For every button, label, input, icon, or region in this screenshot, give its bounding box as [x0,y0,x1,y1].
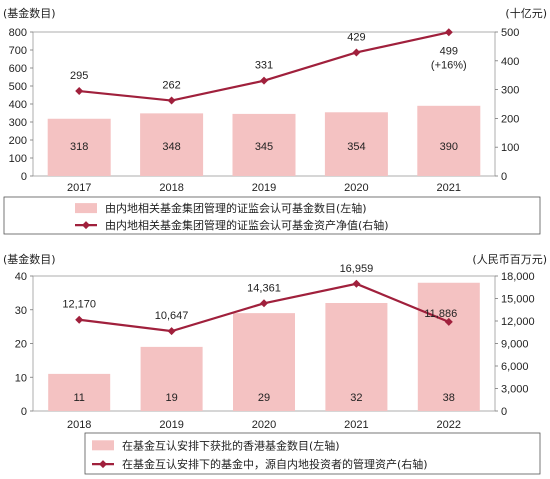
chart1-left-tick-label: 700 [9,45,27,57]
chart2-line-point [260,299,268,308]
chart2-legend-bar-swatch [92,440,114,451]
chart2-bar-value-label: 11 [73,392,84,404]
chart2-right-tick-label: 6,000 [501,361,529,373]
chart2-x-tick-label: 2021 [344,419,368,431]
chart1-right-tick-label: 0 [501,171,507,183]
chart1-bar [47,118,111,176]
chart1-legend-line-label: 由内地相关基金集团管理的证监会认可基金资产净值(右轴) [105,218,389,232]
chart1-right-axis-unit: (十亿元) [505,6,547,20]
chart2-line-point [352,279,361,288]
chart1-right-tick-label: 500 [501,27,519,39]
chart2-bar [325,303,388,411]
chart1-x-tick-label: 2017 [67,182,91,194]
chart2-x-tick-label: 2020 [252,419,276,431]
chart2-right-tick-label: 18,000 [501,271,535,283]
chart2-legend-box [84,432,541,475]
chart2-right-tick-label: 15,000 [501,294,535,306]
chart2-bar-value-label: 38 [443,392,455,404]
chart1-x-tick-label: 2020 [344,182,368,194]
chart1-bar [324,112,388,176]
chart2-left-tick-label: 40 [15,271,27,283]
chart1-legend-bar-swatch [75,203,97,214]
chart1-bar-value-label: 354 [347,141,365,153]
chart2-left-tick-label: 10 [15,372,27,384]
chart2-bar-value-label: 19 [165,392,177,404]
chart2-legend-line-marker [99,460,107,469]
chart1-line-value-label: 499 [440,45,458,57]
chart1-legend-bar-label: 由内地相关基金集团管理的证监会认可基金数目(左轴) [105,201,367,215]
chart1-line-point [75,87,84,96]
chart1-line-point [260,76,268,85]
chart1-bar [140,113,204,176]
chart2-x-tick-label: 2022 [437,419,461,431]
chart1-right-tick-label: 400 [501,56,519,68]
chart1-bar-value-label: 348 [162,141,180,153]
chart1-left-tick-label: 100 [9,153,27,165]
chart1-growth-annotation: (+16%) [431,59,467,71]
chart2-line-value-label: 16,959 [340,263,374,275]
chart2-bar [417,282,480,411]
chart2-left-tick-label: 0 [21,406,27,418]
chart1-x-tick-label: 2021 [437,182,461,194]
chart1-left-tick-label: 300 [9,117,27,129]
chart2-line-point [167,327,176,336]
chart1-bar-value-label: 318 [70,141,88,153]
chart2-line-value-label: 14,361 [247,282,281,294]
chart2-x-tick-label: 2018 [67,419,91,431]
chart2-bar-value-label: 32 [350,392,362,404]
chart1-bar-value-label: 345 [255,141,273,153]
chart2-line-point [444,317,453,326]
chart2-bar-value-label: 29 [258,392,270,404]
chart1-left-tick-label: 0 [21,171,27,183]
chart2-right-tick-label: 12,000 [501,316,535,328]
chart2-line-value-label: 11,886 [424,308,457,320]
chart2-bar [140,346,203,411]
chart2-left-tick-label: 30 [15,305,27,317]
chart1-left-tick-label: 200 [9,135,27,147]
chart2-x-tick-label: 2019 [159,419,183,431]
chart1-legend-box [3,196,541,235]
chart1-right-tick-label: 300 [501,85,519,97]
chart1-bar-value-label: 390 [440,141,458,153]
chart2-legend-bar-label: 在基金互认安排下获批的香港基金数目(左轴) [122,438,340,452]
chart2-right-tick-label: 3,000 [501,384,529,396]
chart2-right-tick-label: 0 [501,406,507,418]
chart1-line-value-label: 331 [255,60,273,72]
chart1-bar [232,113,296,176]
chart1-bar [417,105,481,176]
chart2-bar [48,373,111,411]
chart2-bar [233,313,295,411]
chart1-left-axis-unit: (基金数目) [3,6,56,20]
chart1-line-point [444,28,453,37]
chart1-line-value-label: 295 [70,70,88,82]
chart2-right-tick-label: 9,000 [501,339,529,351]
chart1-left-tick-label: 500 [9,81,27,93]
chart1-legend-line-marker [82,221,90,230]
chart2-line-value-label: 10,647 [155,310,189,322]
chart1-left-tick-label: 600 [9,63,27,75]
chart1-line-value-label: 429 [347,31,365,43]
chart2-line-point [75,315,84,324]
chart1-left-tick-label: 400 [9,99,27,111]
chart1-left-tick-label: 800 [9,27,27,39]
chart1-x-tick-label: 2018 [159,182,183,194]
chart2-left-tick-label: 20 [15,339,27,351]
chart1-line-point [352,48,361,57]
chart1-right-tick-label: 100 [501,142,519,154]
chart1-right-tick-label: 200 [501,113,519,125]
chart1-line-value-label: 262 [162,80,180,92]
chart1-x-tick-label: 2019 [252,182,276,194]
chart2-right-axis-unit: (人民币百万元) [472,253,547,266]
chart2-left-axis-unit: (基金数目) [3,252,56,266]
chart2-line-value-label: 12,170 [62,299,96,311]
chart2-legend-line-label: 在基金互认安排下的基金中，源自内地投资者的管理资产(右轴) [122,457,428,471]
chart1-line-point [167,96,176,105]
